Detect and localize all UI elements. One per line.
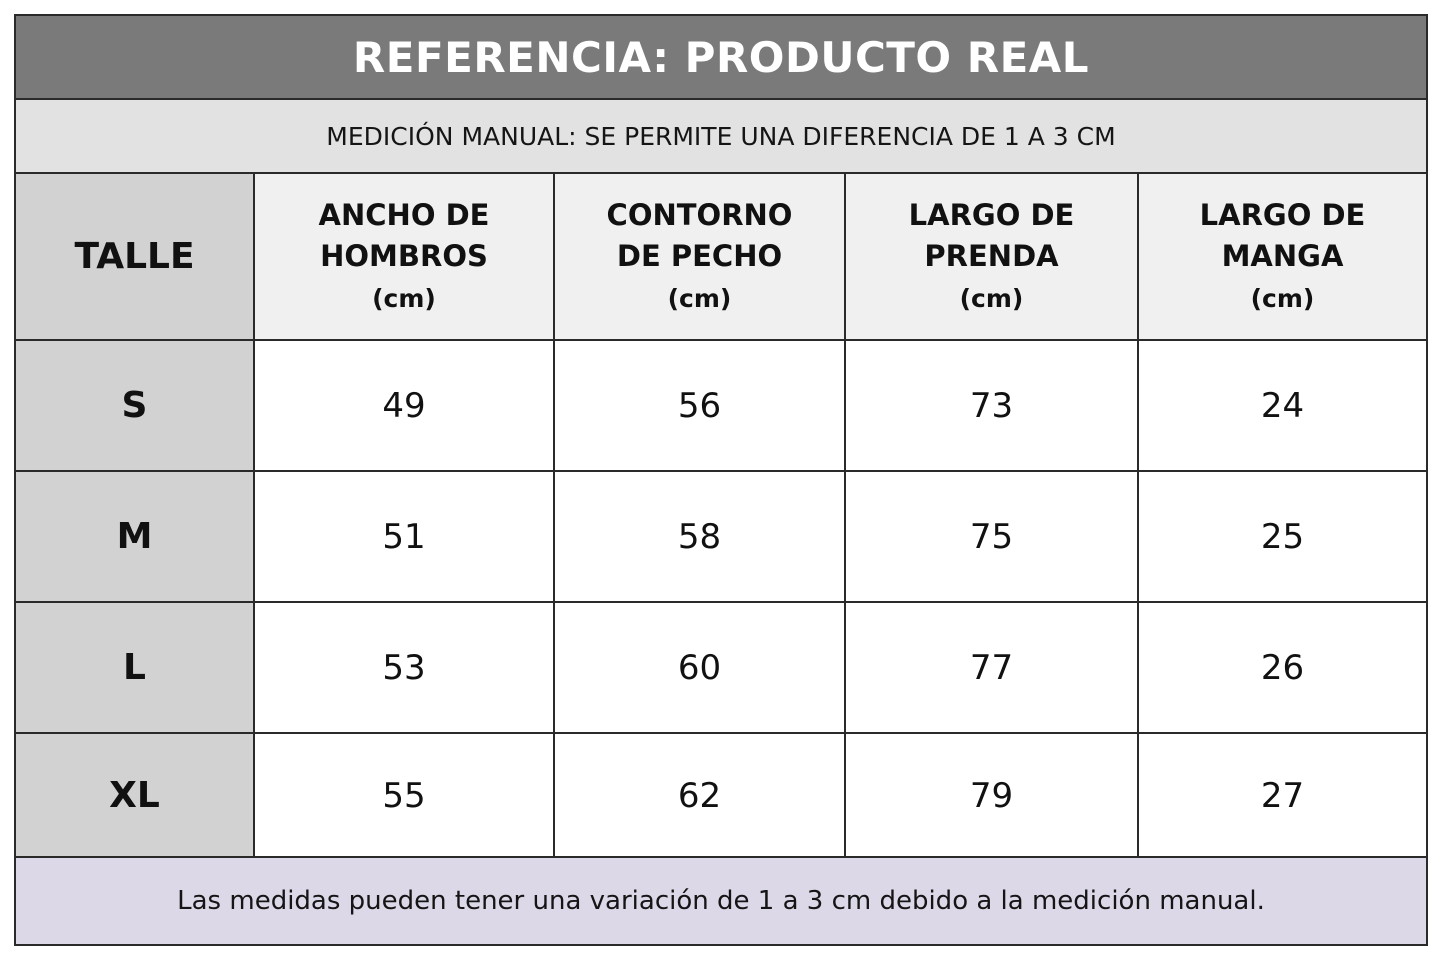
table-cell: 51 <box>253 470 555 603</box>
chart-title: REFERENCIA: PRODUCTO REAL <box>16 16 1426 100</box>
column-header-chest: CONTORNO DE PECHO (cm) <box>553 174 846 341</box>
size-chart: REFERENCIA: PRODUCTO REAL MEDICIÓN MANUA… <box>14 14 1428 946</box>
column-header-title: ANCHO DE HOMBROS <box>318 197 490 273</box>
table-cell: 55 <box>253 732 555 859</box>
column-header-unit: (cm) <box>959 283 1024 313</box>
table-cell: 62 <box>553 732 846 859</box>
size-label: S <box>16 339 255 472</box>
size-label: XL <box>16 732 255 859</box>
table-cell: 25 <box>1137 470 1426 603</box>
column-header-title: LARGO DE MANGA <box>1199 197 1366 273</box>
table-row-l: L 53 60 77 26 <box>16 601 1426 734</box>
column-header-title: CONTORNO DE PECHO <box>606 197 793 273</box>
table-row-s: S 49 56 73 24 <box>16 339 1426 472</box>
footer-note: Las medidas pueden tener una variación d… <box>16 856 1426 944</box>
table-cell: 24 <box>1137 339 1426 472</box>
size-table: TALLE ANCHO DE HOMBROS (cm) CONTORNO DE … <box>16 174 1426 859</box>
table-cell: 58 <box>553 470 846 603</box>
table-cell: 73 <box>844 339 1139 472</box>
column-header-garment-length: LARGO DE PRENDA (cm) <box>844 174 1139 341</box>
column-header-unit: (cm) <box>372 283 436 313</box>
table-cell: 53 <box>253 601 555 734</box>
table-cell: 27 <box>1137 732 1426 859</box>
table-row-xl: XL 55 62 79 27 <box>16 732 1426 859</box>
size-label: M <box>16 470 255 603</box>
column-header-title: LARGO DE PRENDA <box>908 197 1075 273</box>
measurement-note: MEDICIÓN MANUAL: SE PERMITE UNA DIFERENC… <box>16 100 1426 174</box>
size-label: L <box>16 601 255 734</box>
column-header-unit: (cm) <box>1250 283 1315 313</box>
table-cell: 77 <box>844 601 1139 734</box>
table-cell: 79 <box>844 732 1139 859</box>
column-header-sleeve-length: LARGO DE MANGA (cm) <box>1137 174 1426 341</box>
table-cell: 49 <box>253 339 555 472</box>
table-cell: 75 <box>844 470 1139 603</box>
column-header-shoulder-width: ANCHO DE HOMBROS (cm) <box>253 174 555 341</box>
table-header-row: TALLE ANCHO DE HOMBROS (cm) CONTORNO DE … <box>16 174 1426 341</box>
table-cell: 56 <box>553 339 846 472</box>
table-cell: 26 <box>1137 601 1426 734</box>
table-cell: 60 <box>553 601 846 734</box>
table-row-m: M 51 58 75 25 <box>16 470 1426 603</box>
size-column-header: TALLE <box>16 174 255 341</box>
column-header-unit: (cm) <box>667 283 732 313</box>
